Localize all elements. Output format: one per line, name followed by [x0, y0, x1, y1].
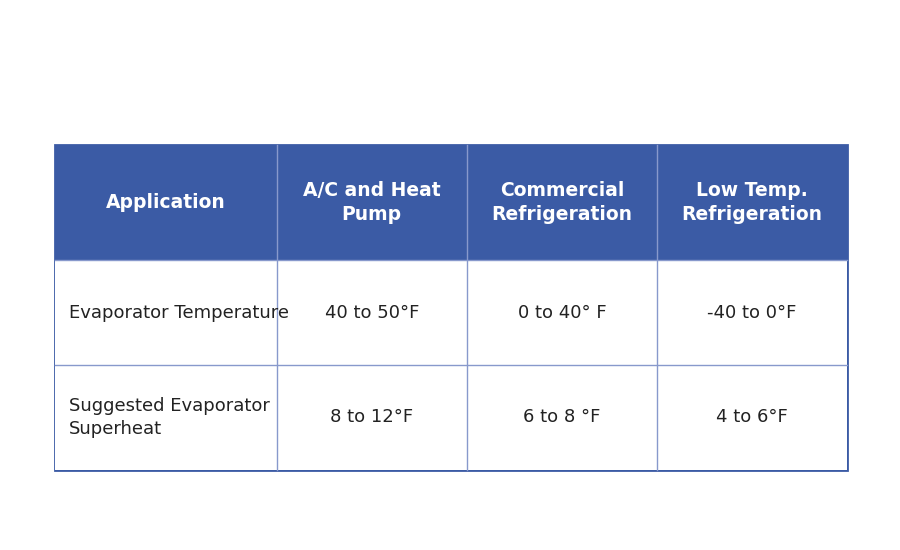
Text: Commercial
Refrigeration: Commercial Refrigeration	[491, 180, 633, 224]
Text: 8 to 12°F: 8 to 12°F	[330, 409, 413, 426]
Text: Low Temp.
Refrigeration: Low Temp. Refrigeration	[681, 180, 823, 224]
Text: 0 to 40° F: 0 to 40° F	[518, 304, 607, 322]
Bar	[55, 145, 847, 260]
Text: -40 to 0°F: -40 to 0°F	[707, 304, 796, 322]
Text: 40 to 50°F: 40 to 50°F	[325, 304, 419, 322]
Bar	[55, 365, 847, 470]
Text: Evaporator Temperature: Evaporator Temperature	[69, 304, 289, 322]
Text: Application: Application	[106, 193, 226, 212]
Text: A/C and Heat
Pump: A/C and Heat Pump	[303, 180, 441, 224]
Bar	[55, 260, 847, 365]
Text: 4 to 6°F: 4 to 6°F	[716, 409, 788, 426]
Text: 6 to 8 °F: 6 to 8 °F	[523, 409, 600, 426]
Text: Suggested Evaporator
Superheat: Suggested Evaporator Superheat	[69, 397, 270, 438]
Bar	[55, 145, 847, 470]
